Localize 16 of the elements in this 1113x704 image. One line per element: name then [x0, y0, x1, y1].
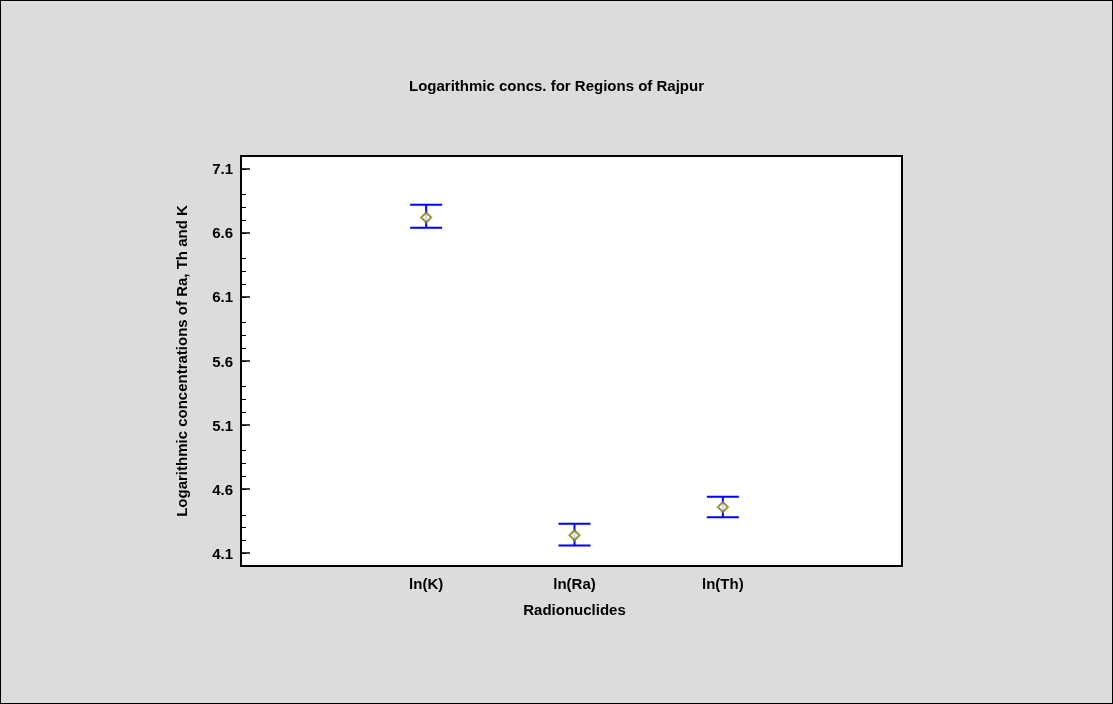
x-tick-label: ln(K) — [409, 575, 444, 592]
y-tick-label: 5.6 — [212, 352, 233, 370]
y-tick-label: 4.1 — [212, 544, 233, 562]
point — [420, 211, 433, 224]
y-tick-label: 7.1 — [212, 160, 233, 178]
point — [568, 529, 581, 542]
y-tick-label: 6.6 — [212, 224, 233, 242]
point — [716, 501, 729, 514]
chart-title: Logarithmic concs. for Regions of Rajpur — [408, 77, 705, 94]
y-axis-title: Logarithmic concentrations of Ra, Th and K — [173, 204, 190, 517]
x-tick-label: ln(Ra) — [553, 575, 596, 592]
x-tick-label: ln(Th) — [702, 575, 744, 592]
y-tick-label: 4.6 — [212, 480, 233, 498]
x-axis-title: Radionuclides — [523, 601, 626, 618]
y-tick-label: 6.1 — [212, 288, 233, 306]
y-tick-label: 5.1 — [212, 416, 233, 434]
